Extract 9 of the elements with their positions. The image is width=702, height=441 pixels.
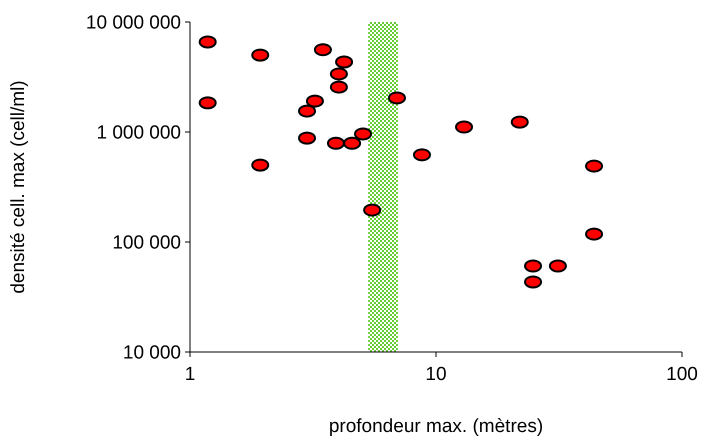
y-tick-label: 100 000 [112, 232, 181, 254]
x-tick-label: 10 [425, 364, 447, 385]
x-tick-label: 100 [666, 364, 698, 385]
x-tick-label: 1 [184, 364, 196, 385]
y-tick-label: 10 000 [122, 342, 181, 364]
y-axis-title: densité cell. max (cell/ml) [8, 80, 29, 294]
y-tick-label: 1 000 000 [96, 122, 181, 144]
x-axis-title: profondeur max. (mètres) [328, 416, 544, 437]
y-tick-label: 10 000 000 [86, 12, 181, 34]
